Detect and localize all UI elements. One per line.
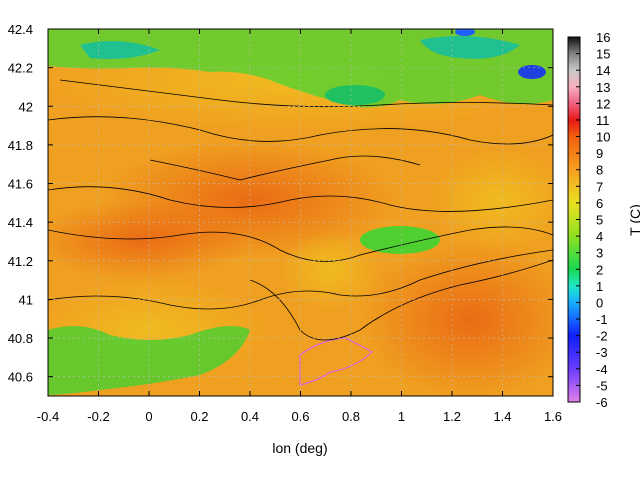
- x-tick-label: -0.2: [87, 409, 109, 424]
- yellow-center: [280, 230, 380, 310]
- colorbar-tick-label: 7: [596, 179, 603, 194]
- cold-spot-top: [455, 29, 475, 36]
- y-tick-label: 41.2: [8, 254, 33, 269]
- x-tick-label: 1.2: [443, 409, 461, 424]
- y-tick-label: 41.6: [8, 177, 33, 192]
- cold-pocket-ne: [420, 36, 520, 59]
- contour-line: [48, 226, 553, 262]
- y-tick-label: 40.6: [8, 370, 33, 385]
- colorbar-tick-label: 9: [596, 146, 603, 161]
- contour-line: [48, 249, 553, 310]
- green-patch-north: [325, 85, 385, 105]
- x-tick-label: -0.4: [37, 409, 59, 424]
- colorbar-tick-label: -5: [596, 378, 608, 393]
- x-tick-label: 1.6: [544, 409, 562, 424]
- x-axis-title: lon (deg): [272, 440, 327, 456]
- x-tick-label: 0.2: [190, 409, 208, 424]
- colorbar-tick-label: 5: [596, 213, 603, 228]
- contour-line: [48, 116, 553, 145]
- colorbar-tick-label: 6: [596, 196, 603, 211]
- x-tick-label: 0.4: [241, 409, 259, 424]
- yellow-east: [430, 150, 553, 250]
- y-axis-ticks: 40.6 40.8 41 41.2 41.4 41.6 41.8 42 42.2 42.4: [8, 22, 553, 385]
- y-tick-label: 42.4: [8, 22, 33, 37]
- y-tick-label: 41.4: [8, 215, 33, 230]
- x-tick-label: 1: [398, 409, 405, 424]
- colorbar-tick-label: 4: [596, 229, 603, 244]
- colorbar-tick-label: 14: [596, 63, 610, 78]
- y-tick-label: 40.8: [8, 331, 33, 346]
- x-tick-label: 0: [145, 409, 152, 424]
- colorbar-tick-label: 16: [596, 30, 610, 45]
- colorbar-tick-label: 8: [596, 163, 603, 178]
- colorbar-tick-label: 15: [596, 47, 610, 62]
- colorbar-tick-label: -6: [596, 395, 608, 410]
- colorbar-title: T (C): [627, 204, 640, 236]
- green-patch-east: [360, 226, 440, 254]
- cold-pocket-nw: [80, 41, 160, 59]
- colorbar-tick-label: -1: [596, 312, 608, 327]
- coldest-spot: [518, 65, 546, 79]
- x-tick-label: 0.8: [342, 409, 360, 424]
- y-tick-label: 41: [19, 292, 33, 307]
- colorbar-tick-label: 1: [596, 279, 603, 294]
- colorbar-tick-label: -4: [596, 362, 608, 377]
- y-tick-label: 41.8: [8, 138, 33, 153]
- colorbar-tick-label: 12: [596, 96, 610, 111]
- contour-line: [59, 79, 553, 108]
- magenta-contour: [299, 337, 373, 386]
- warm-band-west: [48, 200, 250, 280]
- north-highlands: [48, 29, 553, 108]
- warm-coast-southeast: [360, 240, 553, 396]
- colorbar-tick-label: 0: [596, 295, 603, 310]
- colorbar-tick-label: -3: [596, 345, 608, 360]
- colorbar-tick-label: -2: [596, 329, 608, 344]
- contour-line: [249, 259, 553, 341]
- colorbar-tick-label: 3: [596, 246, 603, 261]
- x-axis-ticks: -0.4 -0.2 0 0.2 0.4 0.6 0.8 1 1.2 1.4 1.6: [37, 29, 562, 424]
- colorbar-tick-label: 13: [596, 80, 610, 95]
- temperature-field: [48, 29, 553, 396]
- x-tick-label: 0.6: [291, 409, 309, 424]
- y-tick-label: 42.2: [8, 61, 33, 76]
- y-tick-label: 42: [19, 99, 33, 114]
- colorbar-tick-label: 10: [596, 130, 610, 145]
- colorbar-tick-label: 2: [596, 262, 603, 277]
- contour-line: [48, 186, 553, 212]
- colorbar-tick-label: 11: [596, 113, 610, 128]
- x-tick-label: 1.4: [493, 409, 511, 424]
- contour-line: [149, 155, 421, 181]
